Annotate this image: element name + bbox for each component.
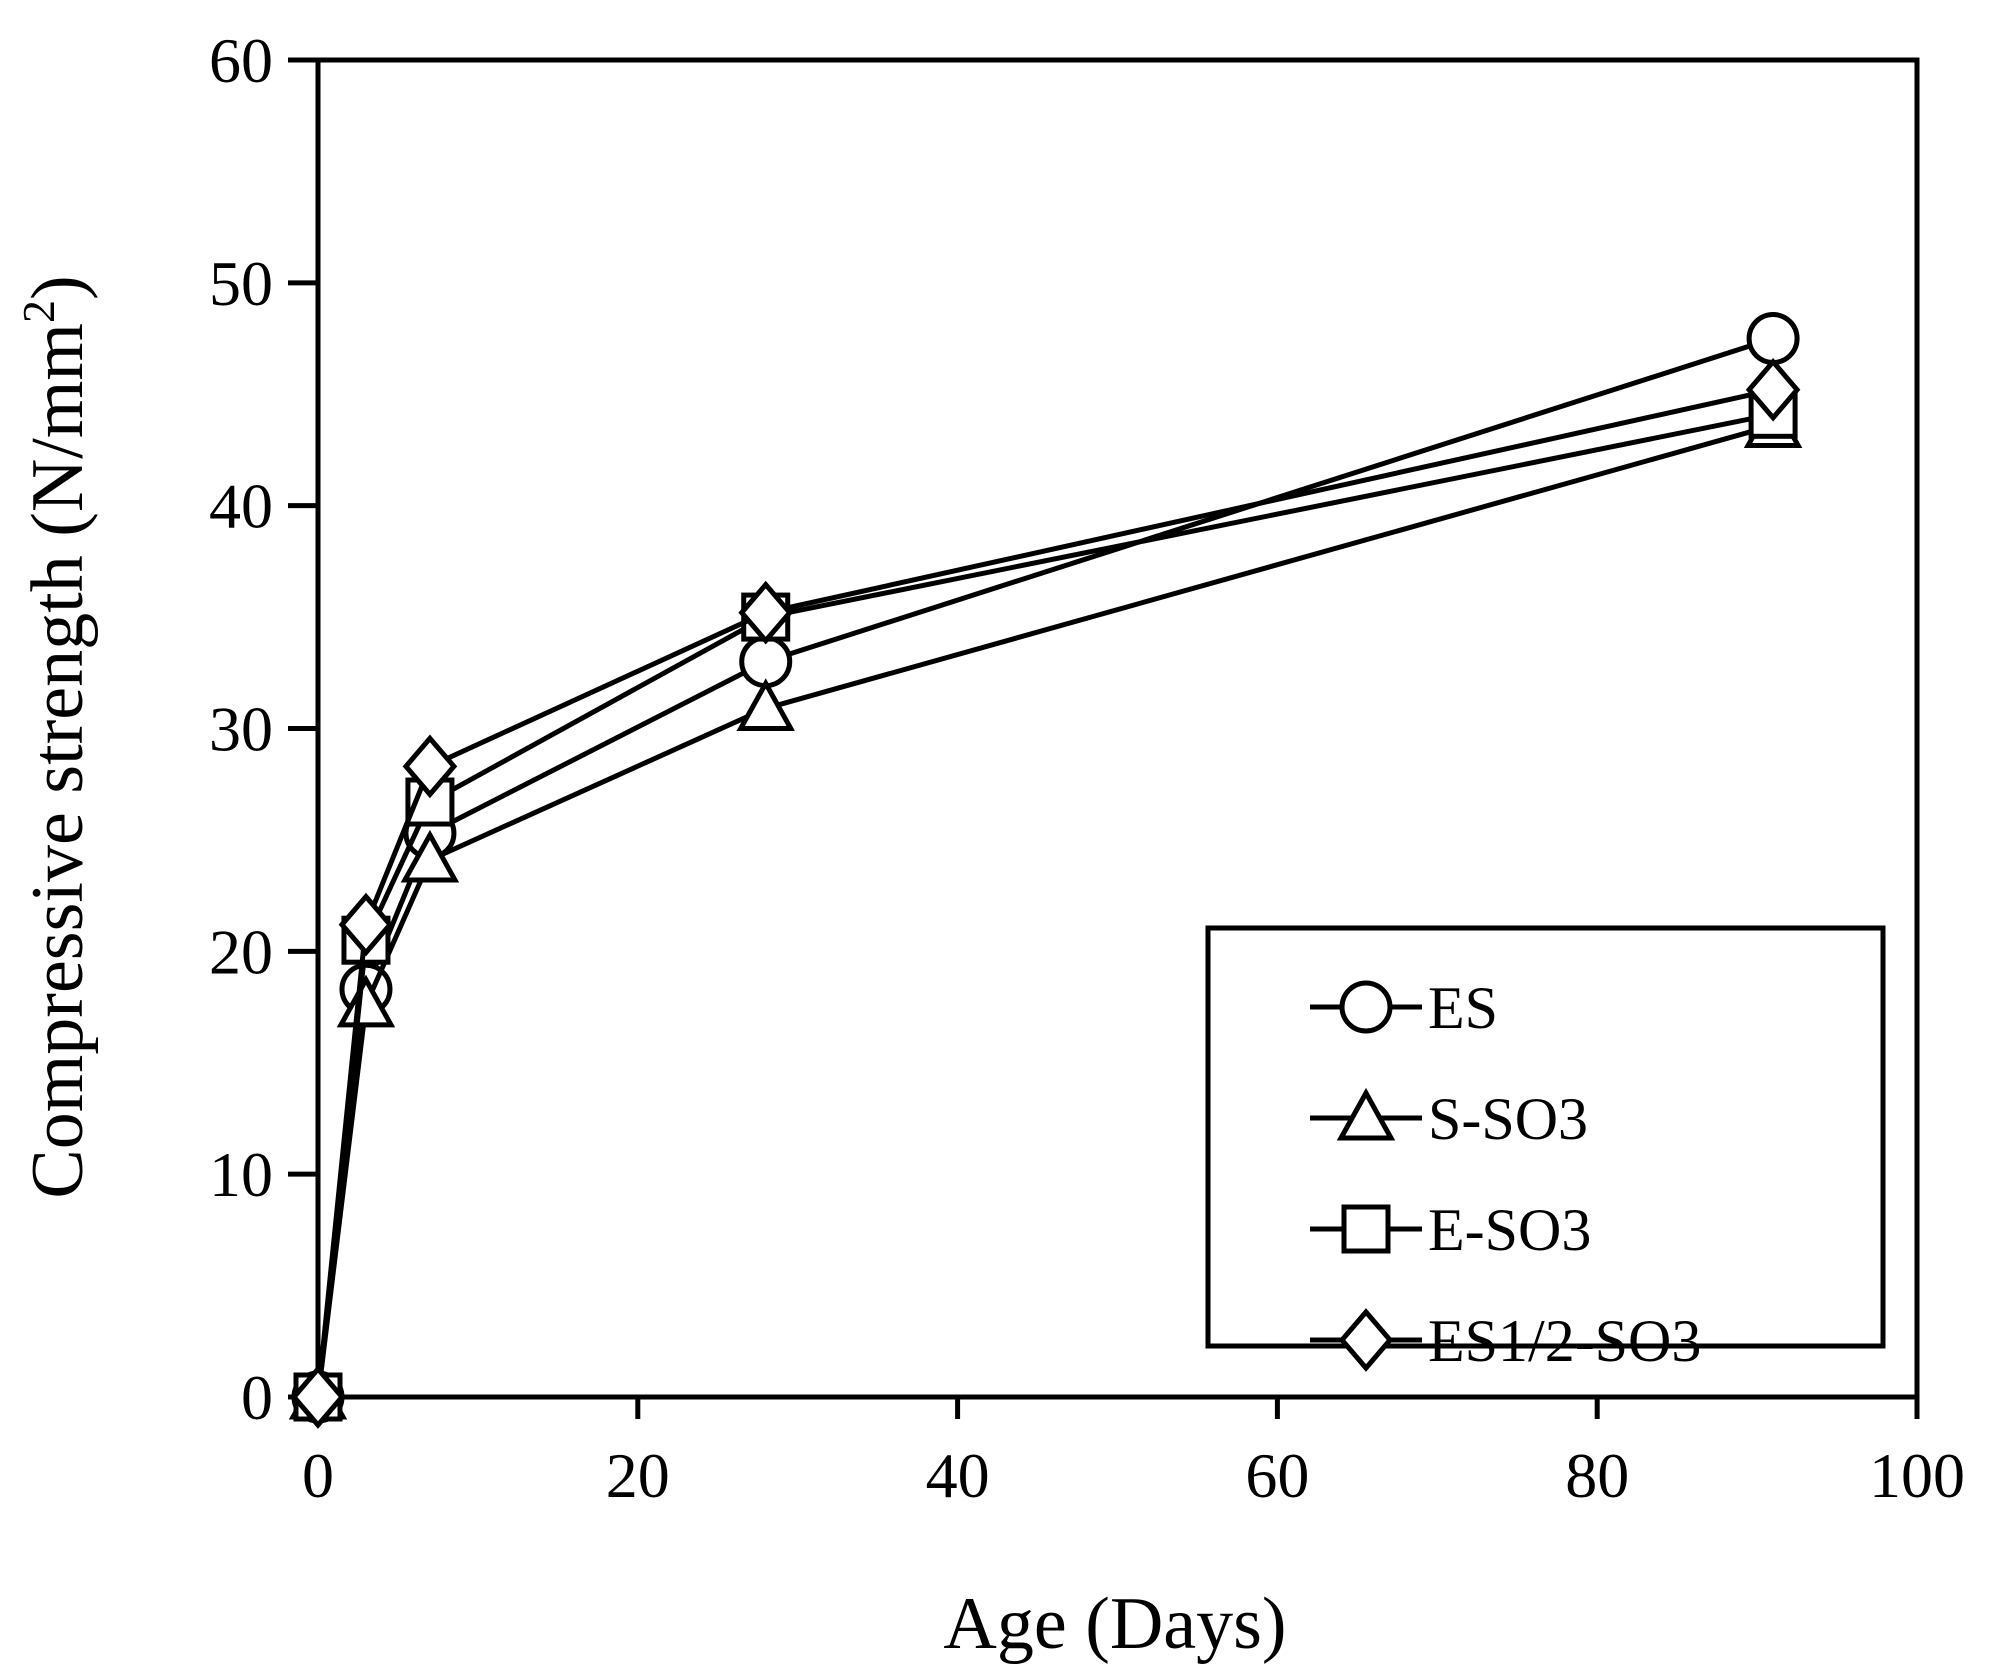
data-point-triangle <box>400 829 460 883</box>
legend-marker-square <box>1341 1204 1391 1254</box>
legend-item: S-SO3 <box>1310 1086 1588 1152</box>
y-tick-label: 30 <box>209 694 273 765</box>
legend-label: E-SO3 <box>1428 1197 1591 1263</box>
data-point-diamond <box>338 892 394 957</box>
y-tick-label: 0 <box>241 1362 273 1433</box>
data-point-diamond <box>738 580 794 645</box>
x-tick-label: 40 <box>926 1440 990 1511</box>
legend-marker-diamond <box>1338 1308 1394 1372</box>
y-tick-label: 50 <box>209 248 273 319</box>
x-tick-label: 80 <box>1565 1440 1629 1511</box>
y-tick-label: 20 <box>209 916 273 987</box>
legend-box <box>1205 925 1886 1349</box>
x-tick-label: 0 <box>302 1440 334 1511</box>
series-layer <box>288 312 1803 1429</box>
x-tick-label: 60 <box>1245 1440 1309 1511</box>
legend: ES S-SO3 E-SO3 ES1/2-SO3 <box>1205 925 1886 1374</box>
y-axis-ticks: 0 10 20 30 40 50 60 <box>209 25 318 1433</box>
data-point-triangle <box>736 678 795 731</box>
legend-item: ES <box>1310 975 1498 1041</box>
x-axis-label: Age (Days) <box>943 1583 1286 1665</box>
y-axis-label: Compressive strength (N/mm2) <box>13 275 99 1198</box>
x-tick-label: 100 <box>1869 1440 1965 1511</box>
data-point-diamond <box>290 1365 346 1429</box>
legend-label: ES1/2-SO3 <box>1428 1308 1701 1374</box>
y-axis-label-superscript: 2 <box>13 300 64 323</box>
data-point-circle <box>1746 312 1800 366</box>
y-tick-label: 60 <box>209 25 273 96</box>
legend-item: ES1/2-SO3 <box>1310 1308 1701 1374</box>
legend-label: S-SO3 <box>1428 1086 1588 1152</box>
legend-label: ES <box>1428 975 1498 1041</box>
data-point-diamond <box>402 734 458 799</box>
y-tick-label: 10 <box>209 1139 273 1210</box>
legend-item: E-SO3 <box>1310 1197 1591 1263</box>
data-point-triangle <box>336 974 396 1028</box>
data-point-diamond <box>1745 357 1801 422</box>
legend-marker-circle <box>1339 980 1393 1034</box>
legend-marker-triangle <box>1336 1087 1396 1141</box>
legend-items: ES S-SO3 E-SO3 ES1/2-SO3 <box>1310 975 1701 1374</box>
series-es1-2-so3 <box>290 357 1801 1429</box>
x-tick-label: 20 <box>606 1440 670 1511</box>
y-axis-label-main: Compressive strength (N/mm <box>17 323 99 1199</box>
x-axis-ticks: 0 20 40 60 80 100 <box>302 1397 1965 1511</box>
y-axis-label-close: ) <box>17 275 99 300</box>
y-tick-label: 40 <box>209 471 273 542</box>
